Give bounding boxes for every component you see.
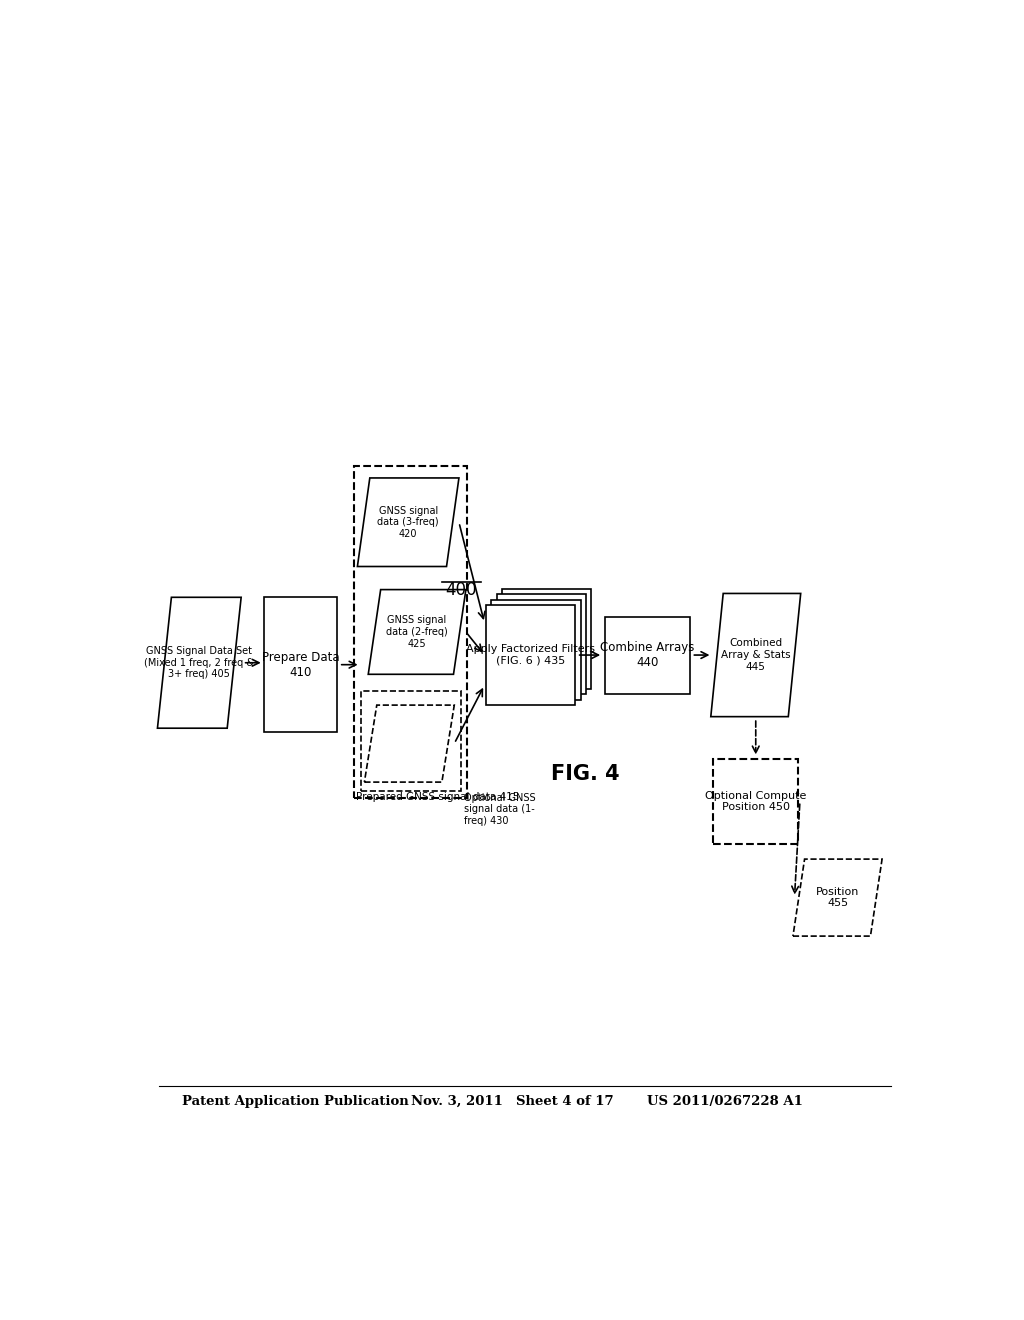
Text: Optional Compute
Position 450: Optional Compute Position 450 [706,791,807,812]
Text: Patent Application Publication: Patent Application Publication [182,1096,409,1109]
Text: Apply Factorized Filters
(FIG. 6 ) 435: Apply Factorized Filters (FIG. 6 ) 435 [466,644,595,665]
Bar [263,597,337,733]
Polygon shape [711,594,801,717]
Text: Nov. 3, 2011: Nov. 3, 2011 [411,1096,503,1109]
Bar [360,692,461,792]
Bar [486,605,575,705]
Polygon shape [158,598,241,729]
Text: GNSS Signal Data Set
(Mixed 1 freq, 2 freq &
3+ freq) 405: GNSS Signal Data Set (Mixed 1 freq, 2 fr… [144,647,254,680]
Text: Combined
Array & Stats
445: Combined Array & Stats 445 [721,639,791,672]
Polygon shape [365,705,455,781]
Bar [497,594,586,694]
Text: GNSS signal
data (2-freq)
425: GNSS signal data (2-freq) 425 [386,615,447,648]
Bar [492,599,581,700]
Bar [503,589,592,689]
Polygon shape [357,478,459,566]
Polygon shape [793,859,882,936]
Text: 400: 400 [445,581,477,598]
Text: Optional GNSS
signal data (1-
freq) 430: Optional GNSS signal data (1- freq) 430 [464,793,536,826]
Text: Prepared GNSS signal data 415: Prepared GNSS signal data 415 [356,792,519,803]
Text: US 2011/0267228 A1: US 2011/0267228 A1 [647,1096,803,1109]
Polygon shape [369,590,466,675]
Text: GNSS signal
data (3-freq)
420: GNSS signal data (3-freq) 420 [378,506,439,539]
Bar [713,759,799,843]
Text: Prepare Data
410: Prepare Data 410 [261,651,339,678]
Text: FIG. 4: FIG. 4 [551,764,620,784]
Text: Sheet 4 of 17: Sheet 4 of 17 [515,1096,613,1109]
Bar [604,616,690,693]
Bar [354,466,467,797]
Text: Combine Arrays
440: Combine Arrays 440 [600,642,694,669]
Text: Position
455: Position 455 [816,887,859,908]
